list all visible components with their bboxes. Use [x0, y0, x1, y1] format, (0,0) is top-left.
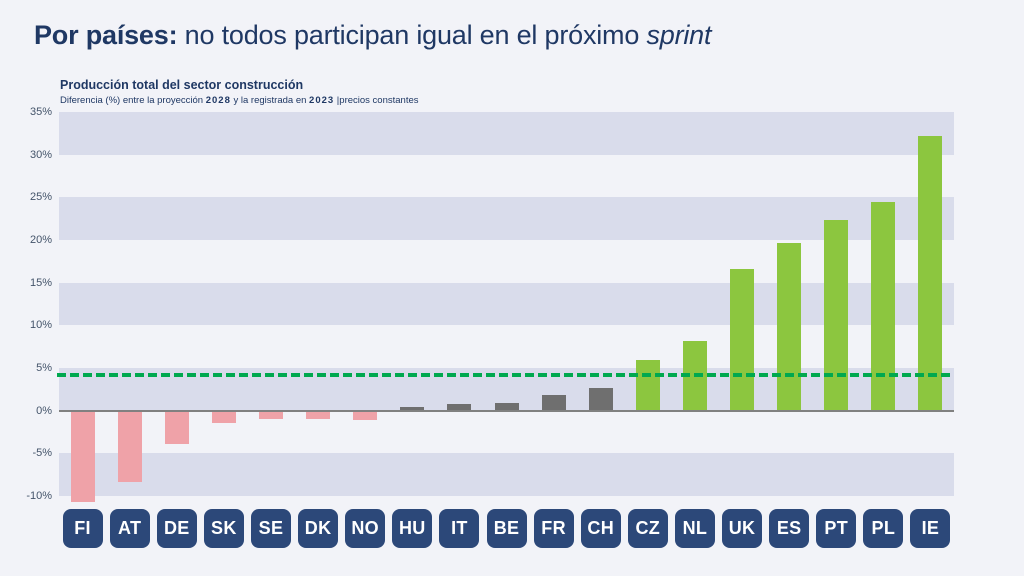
chart-header: Producción total del sector construcción… [60, 78, 419, 106]
bar-ES [777, 242, 802, 411]
bar-HU [400, 407, 425, 411]
country-chip-CH: CH [580, 509, 621, 548]
page-title-text: no todos participan igual en el próximo [177, 20, 647, 50]
country-chip-NL: NL [674, 509, 715, 548]
y-tick-label-15: 15% [29, 276, 52, 289]
grid-band-2 [59, 282, 954, 326]
bar-UK [730, 269, 755, 411]
page-title: Por países: no todos participan igual en… [34, 20, 711, 51]
chart-subtitle-text-2: y la registrada en [230, 95, 310, 106]
y-tick-label--5: -5% [32, 447, 52, 460]
country-chip-SK: SK [203, 509, 244, 548]
country-chip-PT: PT [816, 509, 857, 548]
bar-AT [117, 410, 142, 483]
country-chip-ES: ES [769, 509, 810, 548]
y-tick-label--10: -10% [26, 490, 52, 502]
bar-FR [541, 395, 566, 411]
bar-DK [306, 410, 331, 420]
country-chip-FI: FI [62, 509, 103, 548]
bar-CH [588, 388, 613, 411]
bar-FI [70, 410, 95, 502]
y-tick-label-30: 30% [29, 148, 52, 161]
chart-subtitle-text-1: Diferencia (%) entre la proyección [60, 95, 206, 106]
bar-SK [211, 410, 236, 424]
bar-DE [164, 410, 189, 444]
country-chip-BE: BE [486, 509, 527, 548]
page-title-sprint-word: sprint [646, 20, 712, 50]
bar-PT [824, 219, 849, 411]
country-chip-NO: NO [345, 509, 386, 548]
country-chip-SE: SE [250, 509, 291, 548]
chart-subtitle-year-2023: 2023 [309, 95, 335, 106]
bar-PL [871, 201, 896, 411]
y-tick-label-20: 20% [29, 234, 52, 246]
bar-IE [918, 135, 943, 411]
chart-title: Producción total del sector construcción [60, 78, 304, 92]
country-chip-DE: DE [156, 509, 197, 548]
y-tick-label-0: 0% [36, 404, 52, 417]
country-chip-CZ: CZ [627, 509, 668, 548]
y-tick-label-35: 35% [29, 106, 52, 118]
chart-subtitle-text-3: |precios constantes [334, 95, 419, 106]
y-tick-label-10: 10% [29, 319, 52, 332]
country-chip-PL: PL [863, 509, 904, 548]
grid-band-1 [59, 197, 954, 240]
chart-subtitle: Diferencia (%) entre la proyección 2028 … [60, 95, 419, 106]
reference-dashed-line [57, 372, 954, 377]
country-chip-FR: FR [533, 509, 574, 548]
country-chip-HU: HU [392, 509, 433, 548]
bar-IT [447, 403, 472, 411]
page-title-emphasis: Por países: [34, 20, 178, 50]
country-chip-IT: IT [439, 509, 480, 548]
grid-band-4 [59, 453, 954, 496]
y-tick-label-5: 5% [36, 362, 52, 374]
zero-axis-line [59, 409, 954, 412]
bar-NO [353, 410, 378, 421]
country-chip-UK: UK [722, 509, 763, 548]
bar-CZ [635, 360, 660, 411]
country-chip-IE: IE [910, 509, 951, 548]
bar-SE [258, 410, 283, 420]
y-tick-label-25: 25% [29, 191, 52, 204]
grid-band-0 [59, 112, 954, 155]
country-chip-DK: DK [298, 509, 339, 548]
bar-BE [494, 402, 519, 411]
chart-subtitle-year-2028: 2028 [205, 95, 231, 106]
country-chip-AT: AT [109, 509, 150, 548]
